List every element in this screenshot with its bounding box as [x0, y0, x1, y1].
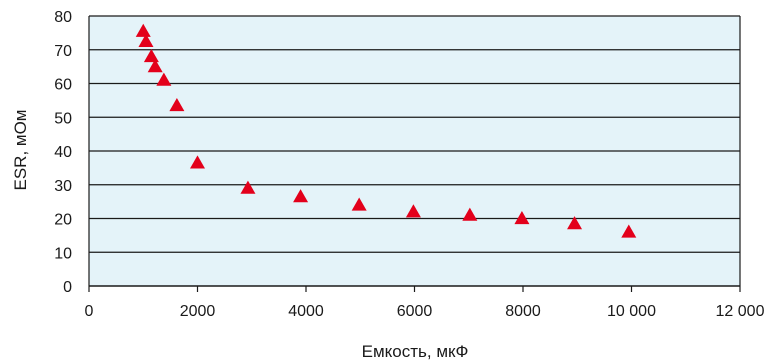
data-point-marker	[351, 197, 367, 211]
x-tick-label: 6000	[397, 303, 433, 320]
data-point-marker	[143, 49, 159, 63]
x-tick-label: 8000	[505, 303, 541, 320]
data-point-marker	[147, 59, 163, 73]
y-axis-label: ESR, мОм	[11, 110, 30, 191]
data-point-marker	[190, 155, 205, 169]
y-tick-label: 20	[54, 212, 72, 229]
x-tick-label: 10 000	[607, 303, 656, 320]
x-tick-label: 0	[85, 303, 94, 320]
x-axis-ticks: 0 2000 4000 6000 8000 10 000 12 000	[85, 286, 765, 320]
data-point-marker	[405, 204, 421, 218]
data-point-marker	[156, 72, 172, 86]
data-point-marker	[621, 224, 637, 238]
x-axis-label: Емкость, мкФ	[362, 342, 469, 361]
data-point-marker	[138, 33, 154, 47]
data-point-marker	[514, 211, 530, 225]
data-point-marker	[293, 189, 309, 203]
y-axis-ticks: 0 10 20 30 40 50 60 70 80	[54, 9, 72, 296]
data-point-marker	[567, 216, 583, 230]
data-point-marker	[240, 180, 256, 194]
y-tick-label: 30	[54, 178, 72, 195]
x-tick-label: 4000	[288, 303, 324, 320]
y-tick-label: 50	[54, 110, 72, 127]
y-tick-label: 60	[54, 77, 72, 94]
data-point-marker	[135, 23, 151, 37]
data-points	[135, 23, 637, 238]
gridlines	[89, 49, 740, 253]
y-tick-label: 80	[54, 9, 72, 26]
y-tick-label: 10	[54, 245, 72, 262]
data-point-marker	[169, 97, 185, 112]
y-tick-label: 0	[63, 279, 72, 296]
y-tick-label: 70	[54, 43, 72, 60]
x-tick-label: 12 000	[716, 303, 765, 320]
x-tick-label: 2000	[180, 303, 216, 320]
data-point-marker	[462, 207, 478, 221]
y-tick-label: 40	[54, 144, 72, 161]
